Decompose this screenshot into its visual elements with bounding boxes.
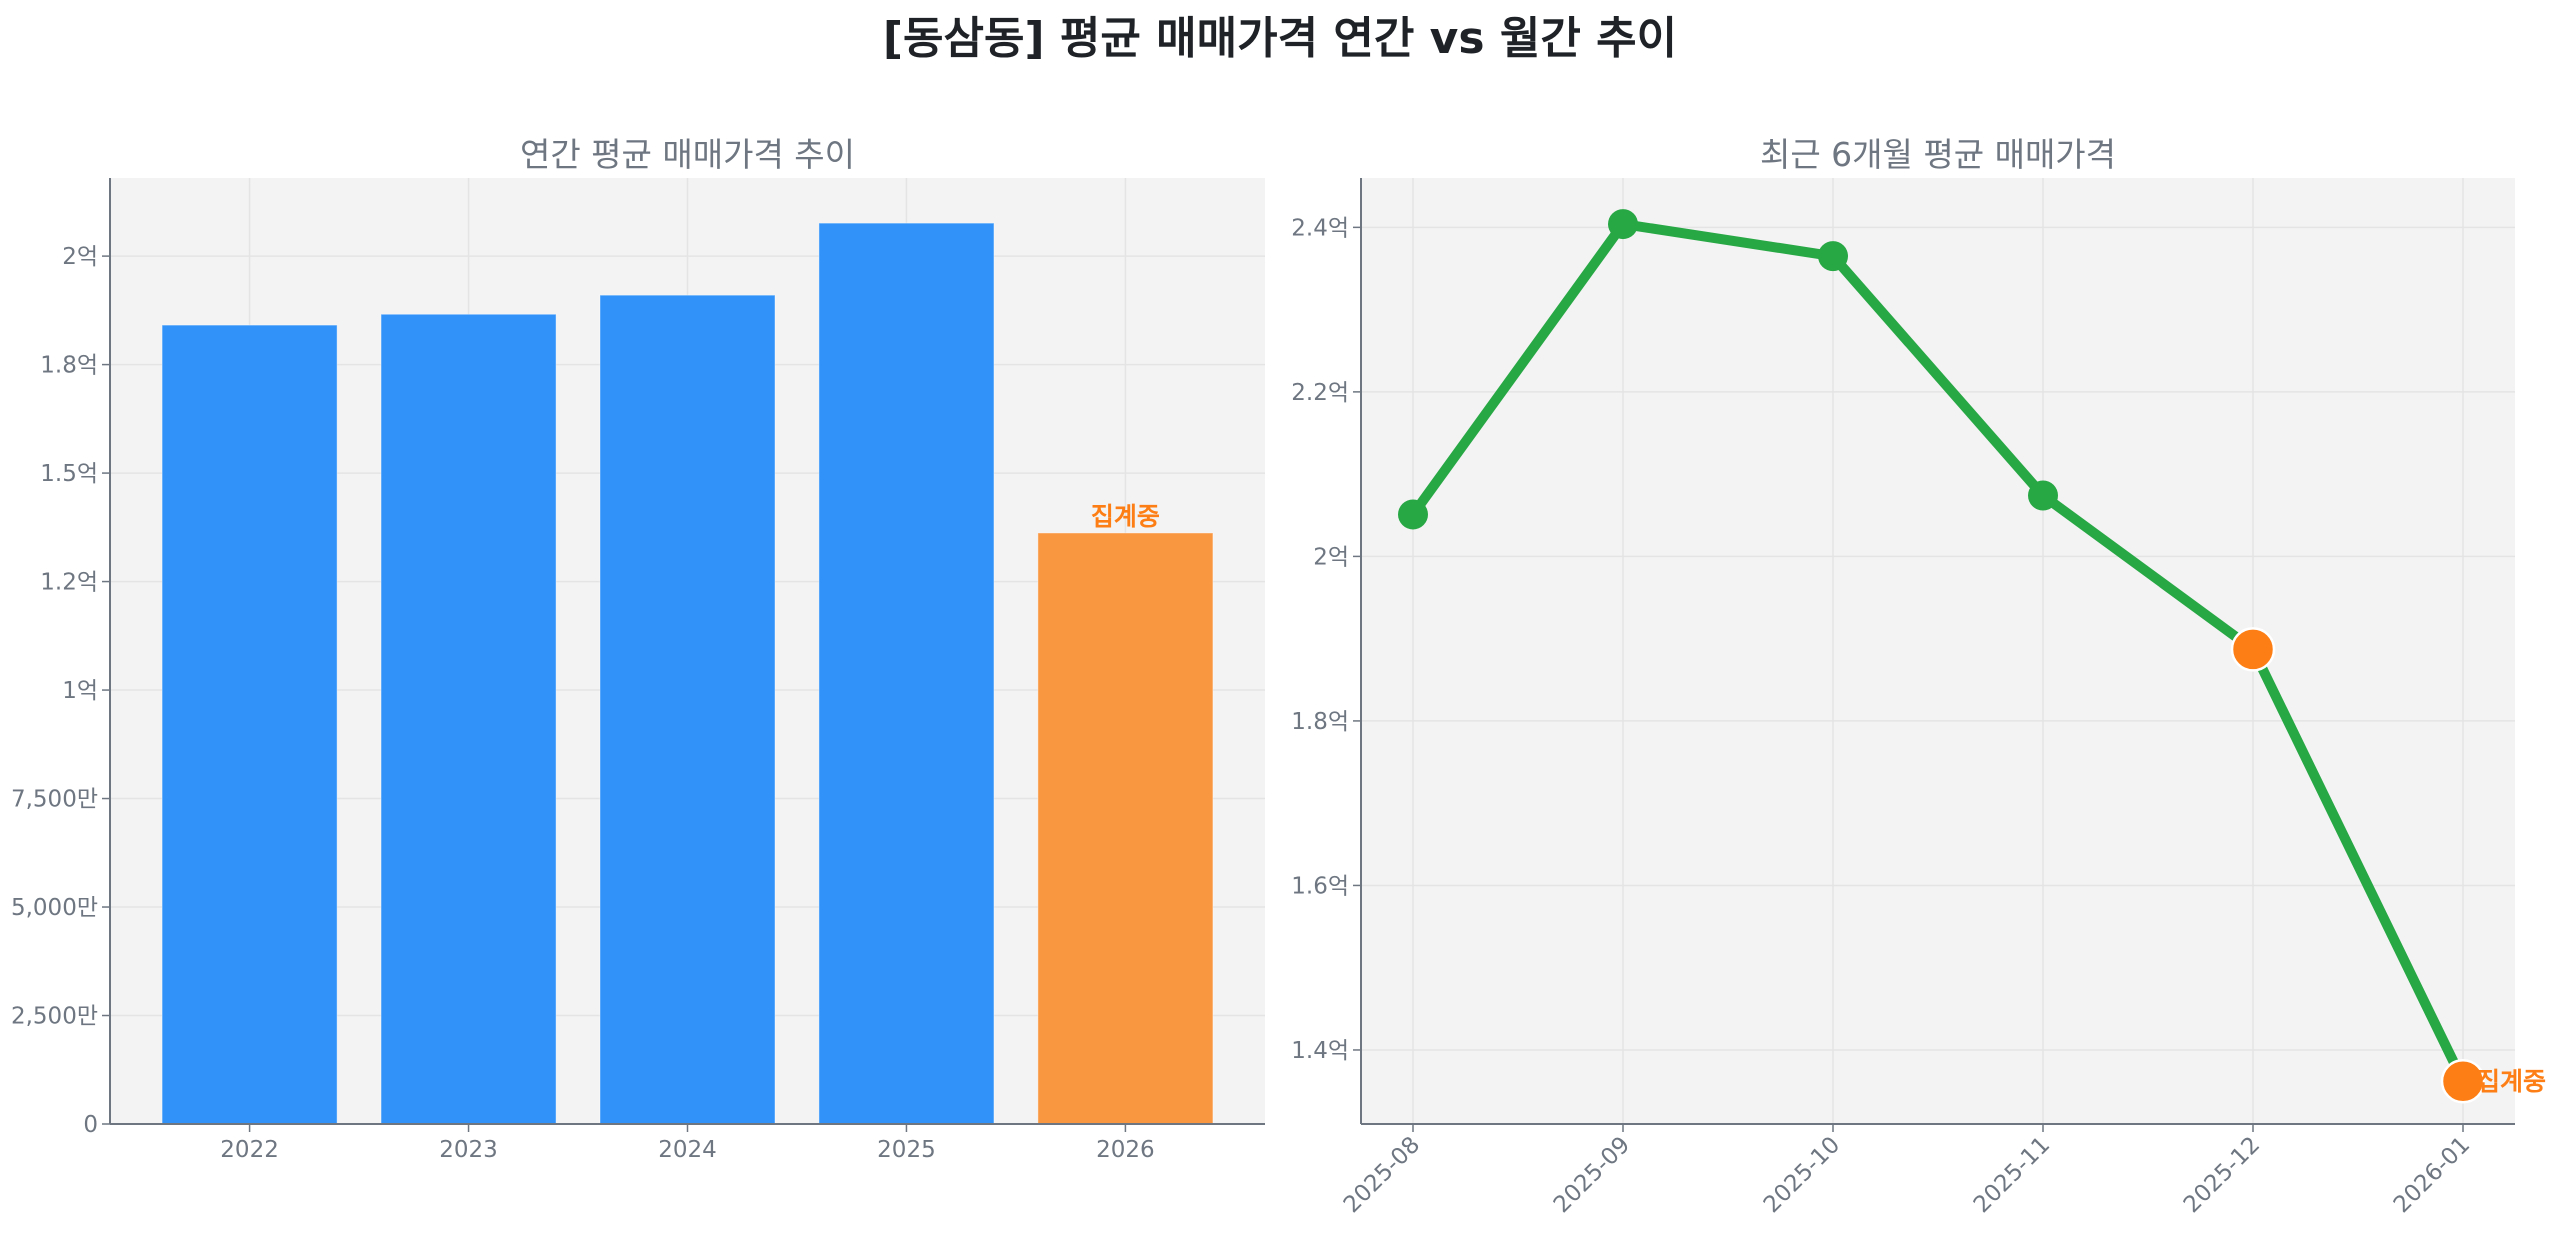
y-tick-label: 2.4억 [1291,215,1349,241]
x-tick-label: 2022 [220,1137,279,1163]
y-tick-label: 2.2억 [1291,380,1349,406]
plot-area [1361,178,2515,1124]
data-point-2025-08 [1398,499,1428,530]
figure-title: [동삼동] 평균 매매가격 연간 vs 월간 추이 [882,13,1678,64]
x-tick-label: 2024 [658,1137,717,1163]
data-point-2025-10 [1818,241,1848,272]
x-tick-label: 2025-09 [1549,1132,1635,1218]
y-tick-label: 1.6억 [1291,873,1349,899]
price-line [1408,219,2468,1084]
y-tick-label: 1.2억 [40,570,98,596]
x-tick-label: 2026-01 [2389,1132,2475,1218]
y-tick-label: 2,500만 [11,1004,98,1030]
y-tick-label: 7,500만 [11,787,98,813]
left-chart-title: 연간 평균 매매가격 추이 [519,135,856,174]
x-tick-label: 2025-10 [1759,1132,1845,1218]
data-point-2026-01 [2440,1058,2486,1104]
x-tick-label: 2026 [1096,1137,1155,1163]
right-chart-title: 최근 6개월 평균 매매가격 [1759,135,2117,174]
data-point-2025-12 [2230,627,2276,672]
data-point-2025-09 [1608,209,1638,240]
partial-data-label: 집계중 [1091,502,1160,531]
y-tick-label: 1.4억 [1291,1038,1349,1064]
y-tick-label: 5,000만 [11,895,98,921]
y-tick-label: 1억 [62,678,98,704]
x-tick-label: 2025 [877,1137,936,1163]
x-tick-label: 2025-12 [2179,1132,2265,1218]
x-tick-label: 2023 [439,1137,498,1163]
y-tick-label: 1.5억 [40,461,98,487]
data-point-2025-11 [2028,480,2058,511]
bar-2024 [599,294,776,1125]
monthly-line-chart: 1.4억 1.6억 1.8억 2억 2.2억 2.4억 2025-08 2025-09 2025… [1291,178,2546,1218]
x-tick-label: 2025-08 [1339,1132,1425,1218]
partial-data-label: 집계중 [2477,1067,2546,1096]
x-tick-label: 2025-11 [1969,1132,2055,1218]
y-tick-label: 1.8억 [40,353,98,379]
y-tick-label: 0 [83,1112,98,1138]
bar-2026 [1037,532,1214,1125]
bar-2025 [818,222,995,1125]
y-tick-label: 1.8억 [1291,709,1349,735]
y-tick-label: 2억 [62,244,98,270]
annual-bar-chart: 0 2,500만 5,000만 7,500만 1억 1.2억 1.5억 1.8억 2억 2022 2… [11,178,1265,1163]
bar-2022 [161,324,338,1125]
y-tick-label: 2억 [1313,544,1349,570]
bar-2023 [380,313,557,1125]
